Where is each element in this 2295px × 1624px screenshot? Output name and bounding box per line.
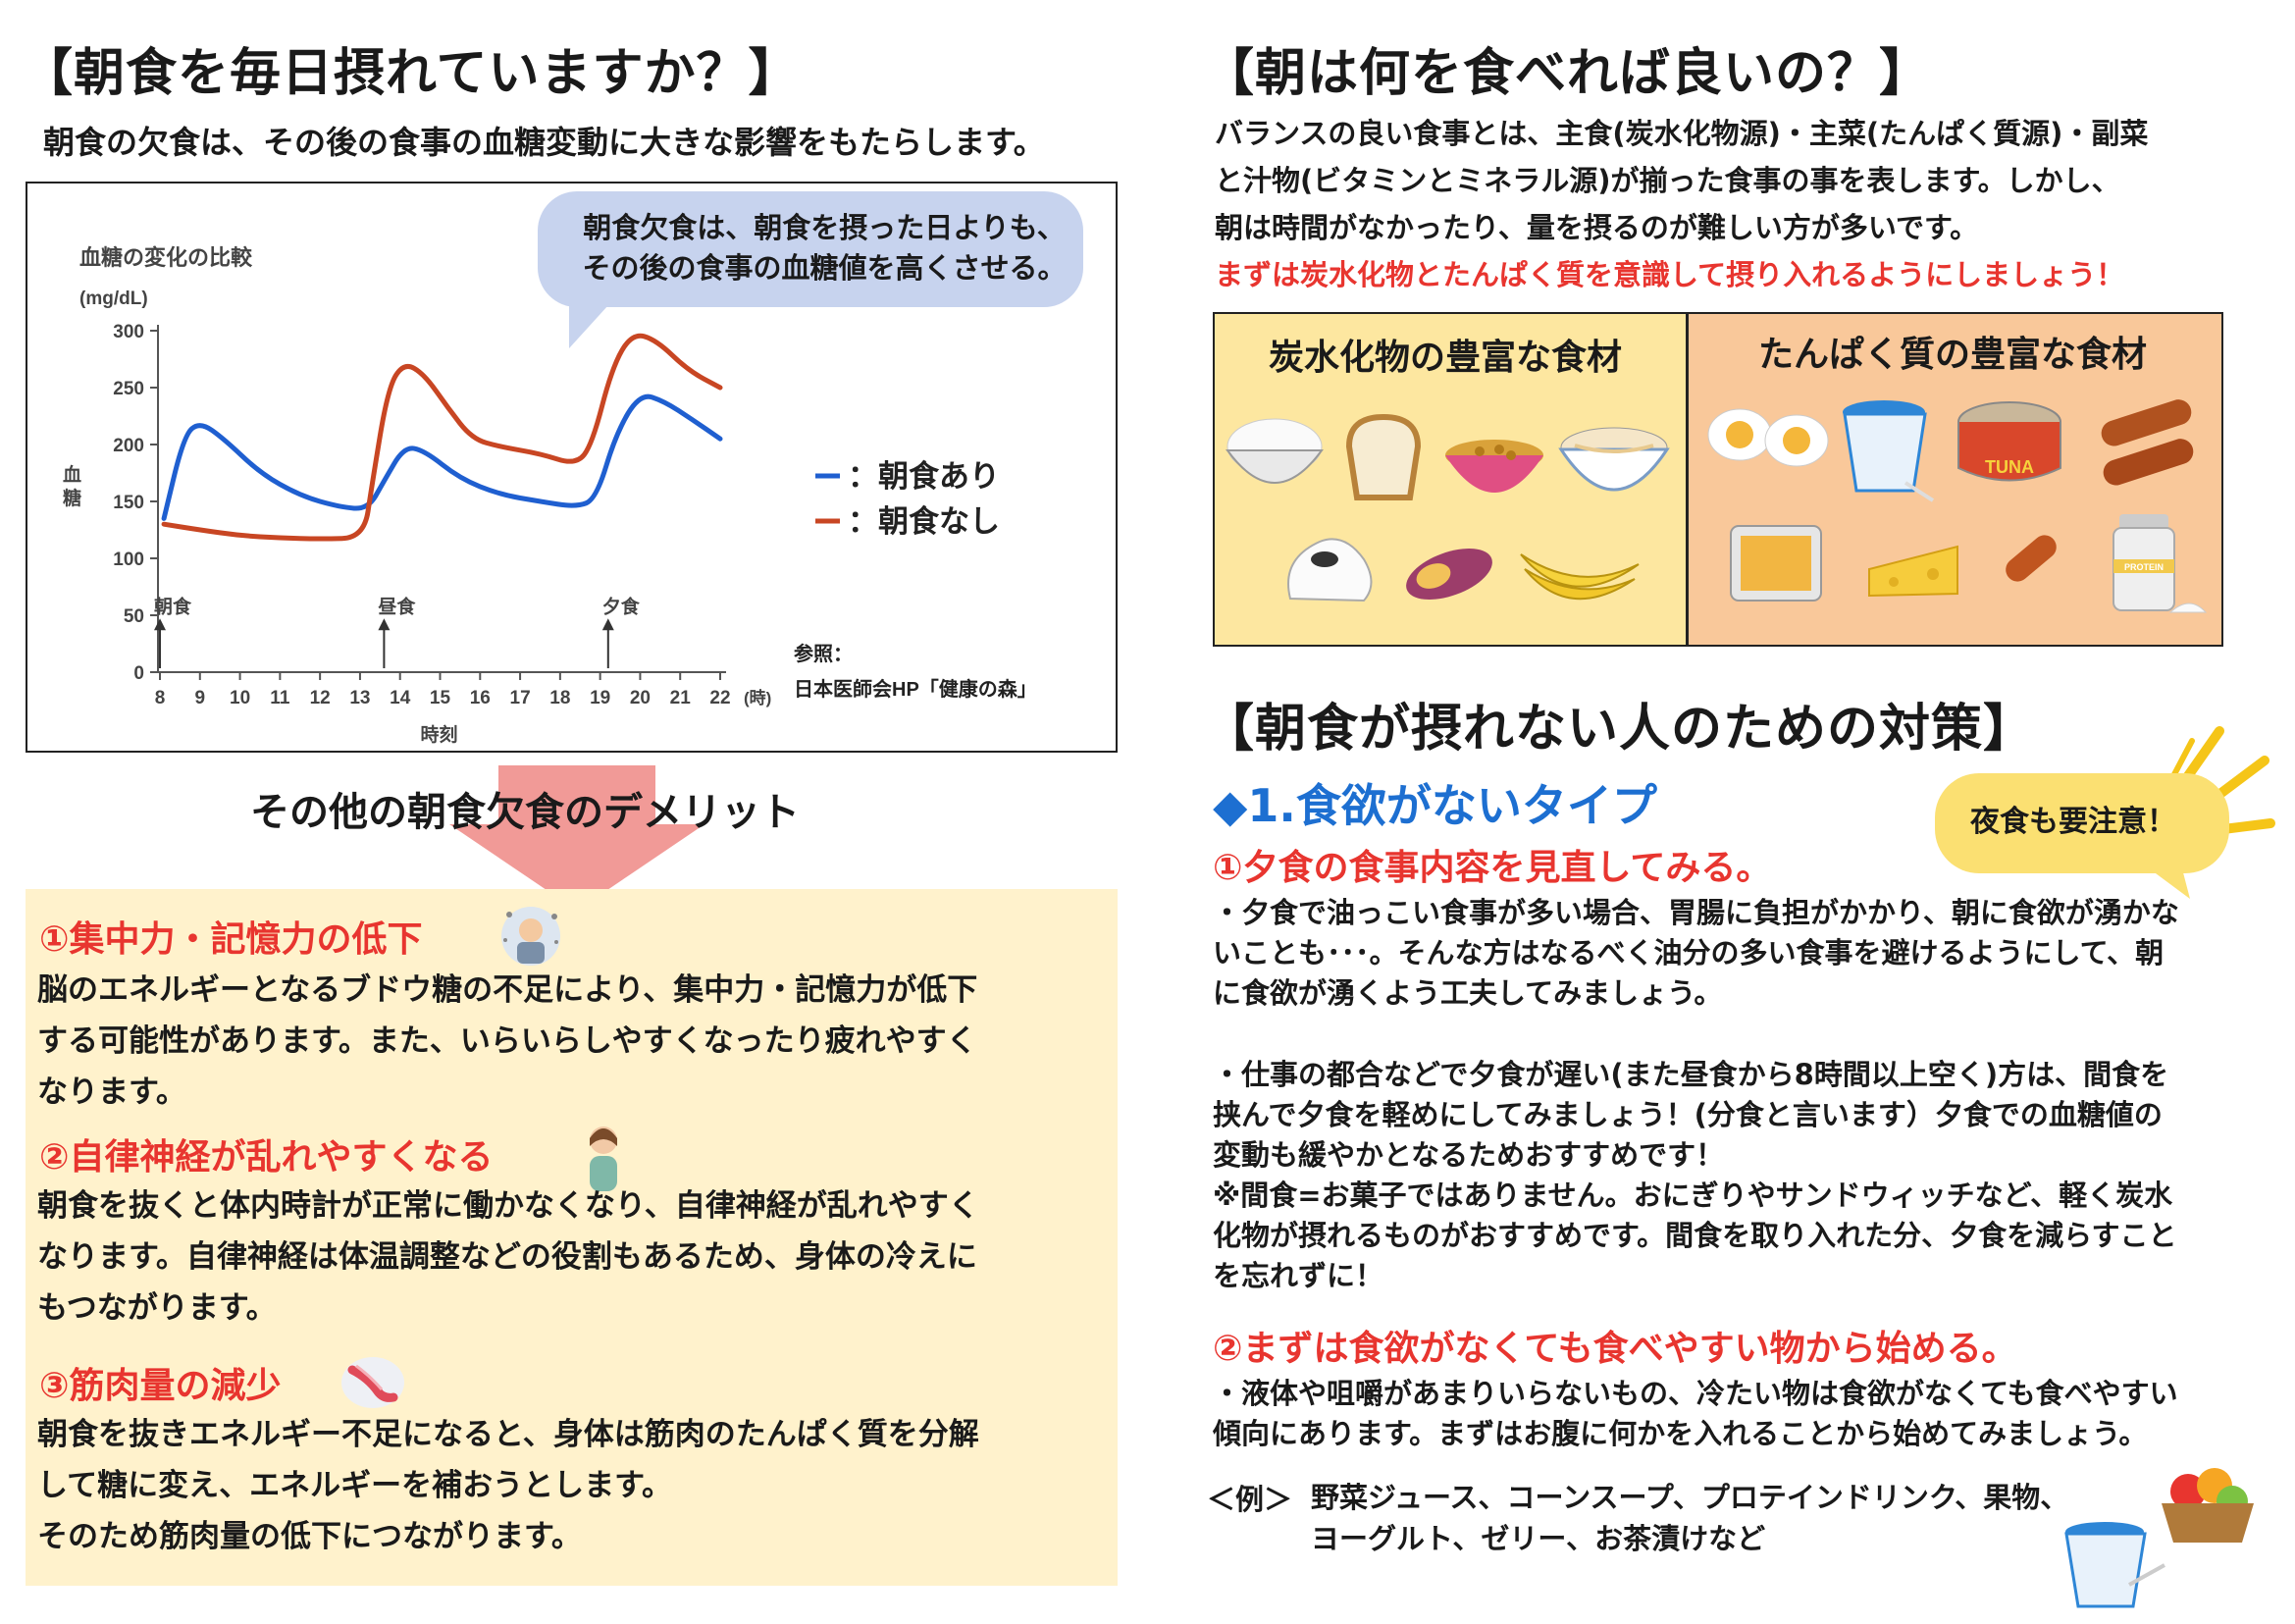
- x-tick-label: 10: [230, 688, 250, 708]
- meal-marker-arrow: [154, 618, 166, 631]
- bread-icon: [1345, 413, 1422, 500]
- warning-bubble: [1935, 773, 2229, 873]
- y-tick-label: 100: [113, 550, 144, 570]
- y-axis-label: 血: [63, 463, 81, 486]
- x-tick-label: 22: [709, 688, 730, 708]
- para1: ・夕食で油っこい食事が多い場合、胃腸に負担がかかり、朝に食欲が湧かな いことも･…: [1213, 896, 2179, 1010]
- fruit-basket-icon: [2162, 1468, 2254, 1543]
- para2: ・仕事の都合などで夕食が遅い(また昼食から8時間以上空く)方は、間食を 挟んで夕…: [1213, 1058, 2177, 1292]
- protein-title: たんぱく質の豊富な食材: [1758, 335, 2148, 375]
- x-tick-label: 15: [430, 688, 451, 708]
- carb-title: 炭水化物の豊富な食材: [1269, 338, 1623, 378]
- y-axis-label: 糖: [63, 487, 81, 509]
- sausage-icon: [2101, 399, 2194, 486]
- x-tick-label: 14: [390, 688, 411, 708]
- y-tick-label: 50: [124, 606, 144, 627]
- chart-unit: (mg/dL): [79, 288, 148, 309]
- muscle-icon: [341, 1357, 404, 1408]
- sweet-potato-icon: [1406, 549, 1492, 600]
- legend-label-0: ：朝食あり: [848, 459, 1000, 494]
- meal-marker-label: 昼食: [378, 596, 416, 618]
- demerit-box: [26, 889, 1118, 1586]
- x-tick-label: 21: [670, 688, 692, 708]
- protein-powder-icon: PROTEIN: [2112, 514, 2208, 613]
- stressed-person-icon: [501, 907, 560, 966]
- item-body-autonomic: 朝食を抜くと体内時計が正常に働かなくなり、自律神経が乱れやすく なります。自律神…: [37, 1188, 979, 1326]
- glucose-chart: 血糖の変化の比較 (mg/dL) 血糖 0 50 100 150 200 250 300 8 9 10 1…: [63, 245, 1037, 746]
- demerit-heading: その他の朝食欠食のデメリット: [250, 790, 800, 835]
- left-title: 【朝食を毎日摂れていますか？】: [22, 44, 801, 103]
- soybean-pack-icon: [1730, 525, 1822, 602]
- x-tick-label: 11: [270, 688, 290, 708]
- type1-heading: ◆1.食欲がないタイプ: [1213, 779, 1657, 832]
- x-tick-label: 20: [630, 688, 651, 708]
- x-tick-label: 19: [590, 688, 610, 708]
- udon-bowl-icon: [1558, 427, 1670, 492]
- speech-bubble: [538, 191, 1083, 307]
- yogurt-icon: [2064, 1522, 2165, 1608]
- x-tick-label: 12: [310, 688, 331, 708]
- meal-marker-label: 夕食: [602, 596, 641, 618]
- x-unit-label: (時): [744, 688, 771, 707]
- right-title-what-to-eat: 【朝は何を食べれば良いの？】: [1203, 44, 1932, 103]
- example-label: ＜例＞: [1207, 1483, 1293, 1516]
- rice-ball-icon: [1287, 538, 1373, 602]
- yogurt-cup-icon: [1843, 400, 1935, 502]
- series-line-0: [161, 393, 723, 521]
- x-tick-label: 9: [194, 688, 205, 708]
- legend-label-1: ：朝食なし: [848, 504, 1000, 539]
- speech-bubble-text: 朝食欠食は、朝食を摂った日よりも、 その後の食事の血糖値を高くさせる。: [582, 211, 1067, 285]
- series-line-1: [161, 333, 723, 542]
- sub1-heading: ①夕食の食事内容を見直してみる。: [1213, 848, 1772, 888]
- down-arrow-icon: [449, 765, 704, 911]
- y-tick-label: 250: [113, 379, 144, 399]
- x-tick-label: 18: [549, 688, 570, 708]
- item-body-concentration: 脳のエネルギーとなるブドウ糖の不足により、集中力・記憶力が低下 する可能性があり…: [37, 972, 978, 1110]
- natto-bowl-icon: [1445, 440, 1543, 493]
- tuna-can-icon: TUNA: [1957, 401, 2061, 482]
- fish-sausage-icon: [2006, 535, 2057, 582]
- cheese-icon: [1868, 545, 1958, 598]
- meal-marker-arrow: [378, 618, 391, 631]
- left-intro: 朝食の欠食は、その後の食事の血糖変動に大きな影響をもたらします。: [43, 124, 1045, 161]
- item-title-concentration: ①集中力・記憶力の低下: [39, 919, 423, 960]
- right-title-measures: 【朝食が摂れない人のための対策】: [1203, 700, 2036, 759]
- meal-marker-arrow: [601, 618, 614, 631]
- speech-bubble-tail: [569, 294, 618, 348]
- boiled-egg-icon: [1707, 408, 1829, 467]
- warning-bubble-tail: [2129, 854, 2190, 899]
- x-tick-label: 17: [510, 688, 531, 708]
- right-intro: バランスの良い食事とは、主食(炭水化物源)・主菜(たんぱく質源)・副菜 と汁物(…: [1215, 117, 2149, 291]
- rice-bowl-icon: [1226, 418, 1324, 484]
- tuna-label: TUNA: [1985, 457, 2034, 477]
- banana-icon: [1520, 553, 1640, 601]
- x-tick-label: 8: [155, 688, 166, 708]
- y-tick-label: 300: [113, 322, 144, 342]
- x-tick-label: 16: [470, 688, 491, 708]
- para3: ・液体や咀嚼があまりいらないもの、冷たい物は食欲がなくても食べやすい 傾向にあり…: [1213, 1377, 2178, 1450]
- item-title-muscle: ③筋肉量の減少: [39, 1366, 282, 1406]
- y-tick-label: 150: [113, 493, 144, 513]
- meal-marker-label: 朝食: [154, 596, 192, 618]
- example-list: 野菜ジュース、コーンスープ、プロテインドリンク、果物、 ヨーグルト、ゼリー、お茶…: [1311, 1481, 2069, 1555]
- y-tick-label: 200: [113, 436, 144, 456]
- reference-source: 日本医師会HP「健康の森」: [794, 677, 1037, 701]
- x-axis-label: 時刻: [421, 723, 458, 746]
- item-body-muscle: 朝食を抜きエネルギー不足になると、身体は筋肉のたんぱく質を分解 して糖に変え、エ…: [37, 1417, 979, 1554]
- food-table: [1213, 312, 2223, 647]
- x-tick-label: 13: [349, 688, 370, 708]
- item-title-autonomic: ②自律神経が乱れやすくなる: [39, 1137, 494, 1178]
- warning-text: 夜食も要注意！: [1970, 805, 2176, 839]
- reference-label: 参照：: [794, 642, 853, 665]
- dizzy-woman-icon: [590, 1126, 617, 1191]
- protein-label: PROTEIN: [2124, 562, 2164, 572]
- table-divider: [1686, 314, 1689, 645]
- y-tick-label: 0: [133, 663, 144, 684]
- chart-title: 血糖の変化の比較: [79, 245, 253, 270]
- sub2-heading: ②まずは食欲がなくても食べやすい物から始める。: [1213, 1329, 2017, 1369]
